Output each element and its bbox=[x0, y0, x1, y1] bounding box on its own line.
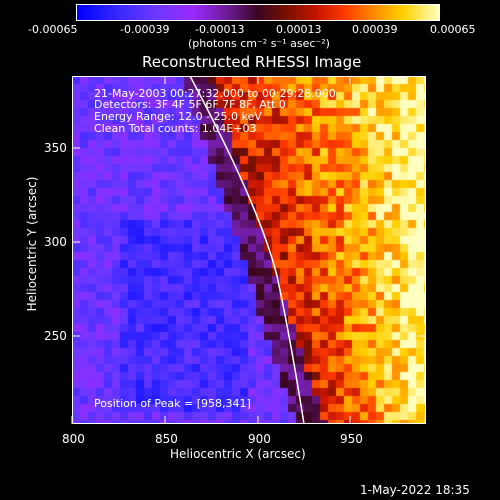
colorbar-tick-label: 0.00013 bbox=[276, 23, 322, 36]
limb-curve bbox=[189, 76, 305, 424]
colorbar-units: (photons cm⁻² s⁻¹ asec⁻²) bbox=[188, 37, 330, 50]
x-tick-label: 850 bbox=[155, 432, 178, 446]
y-tick-label: 300 bbox=[44, 235, 67, 249]
y-tick-label: 250 bbox=[44, 329, 67, 343]
x-tick-label: 900 bbox=[248, 432, 271, 446]
timestamp: 1-May-2022 18:35 bbox=[360, 483, 470, 497]
heatmap-image bbox=[72, 76, 426, 424]
y-axis-label: Heliocentric Y (arcsec) bbox=[25, 176, 39, 312]
colorbar-tick-label: 0.00065 bbox=[430, 23, 476, 36]
colorbar bbox=[76, 4, 440, 21]
plot-title: Reconstructed RHESSI Image bbox=[142, 53, 362, 71]
info-clean-counts: Clean Total counts: 1.04E+03 bbox=[94, 122, 257, 135]
plot-area: 21-May-2003 00:27:32.000 to 00:29:28.000… bbox=[72, 76, 426, 424]
colorbar-tick-label: -0.00065 bbox=[28, 23, 78, 36]
x-axis-label: Heliocentric X (arcsec) bbox=[170, 447, 306, 461]
info-energy-range: Energy Range: 12.0 - 25.0 keV bbox=[94, 110, 262, 123]
colorbar-tick-label: -0.00039 bbox=[120, 23, 170, 36]
info-peak-position: Position of Peak = [958,341] bbox=[94, 397, 251, 410]
y-tick-label: 350 bbox=[44, 141, 67, 155]
colorbar-tick-label: -0.00013 bbox=[195, 23, 245, 36]
colorbar-tick-label: 0.00039 bbox=[352, 23, 398, 36]
x-tick-label: 800 bbox=[62, 432, 85, 446]
info-detectors: Detectors: 3F 4F 5F 6F 7F 8F, Att 0 bbox=[94, 98, 286, 111]
info-time-range: 21-May-2003 00:27:32.000 to 00:29:28.000 bbox=[94, 87, 336, 100]
x-tick-label: 950 bbox=[340, 432, 363, 446]
